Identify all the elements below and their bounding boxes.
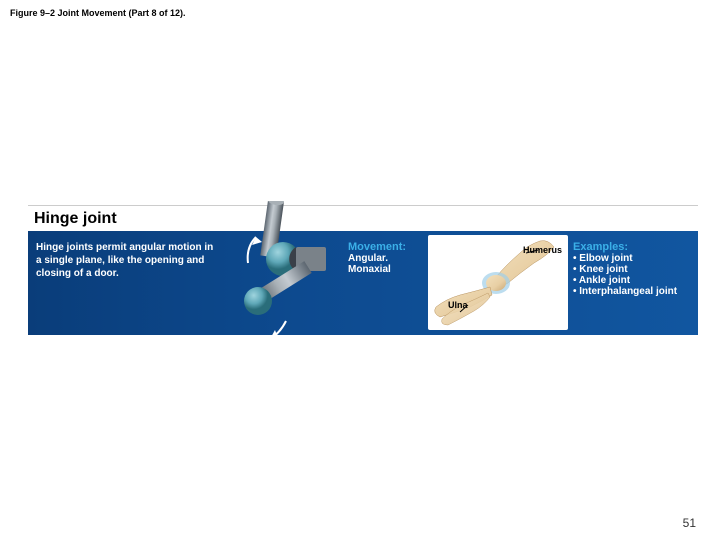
banner-body: Hinge joints permit angular motion in a … [28, 231, 698, 335]
example-item: Knee joint [573, 264, 677, 275]
humerus-label: Humerus [523, 245, 562, 255]
example-item: Interphalangeal joint [573, 286, 677, 297]
joint-description: Hinge joints permit angular motion in a … [36, 241, 216, 280]
example-item: Ankle joint [573, 275, 677, 286]
joint-title: Hinge joint [28, 210, 117, 228]
movement-heading: Movement: [348, 241, 406, 253]
movement-block: Movement: Angular. Monaxial [348, 241, 406, 275]
ulna-label: Ulna [448, 300, 468, 310]
examples-block: Examples: Elbow joint Knee joint Ankle j… [573, 241, 677, 297]
examples-list: Elbow joint Knee joint Ankle joint Inter… [573, 253, 677, 297]
page-number: 51 [683, 516, 696, 530]
examples-heading: Examples: [573, 241, 677, 253]
example-item: Elbow joint [573, 253, 677, 264]
lower-ball [244, 287, 272, 315]
banner-title-bar: Hinge joint [28, 205, 698, 231]
movement-line-0: Angular. [348, 253, 406, 264]
joint-banner: Hinge joint Hinge joints permit angular … [28, 205, 698, 335]
figure-caption: Figure 9–2 Joint Movement (Part 8 of 12)… [10, 8, 186, 18]
hinge-3d-illustration [228, 201, 358, 351]
movement-line-1: Monaxial [348, 264, 406, 275]
anatomy-inset: Humerus Ulna [428, 235, 568, 330]
hinge-svg [228, 201, 358, 351]
